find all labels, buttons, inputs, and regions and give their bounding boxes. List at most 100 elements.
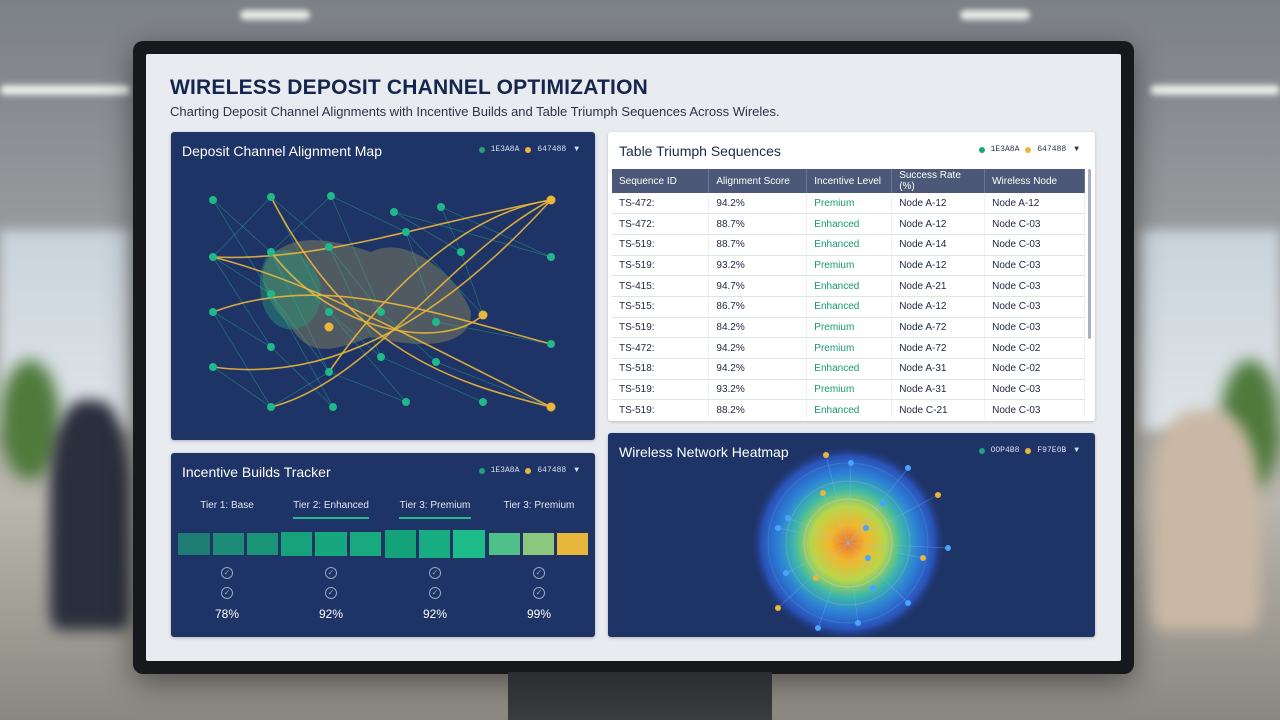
table-cell: TS-519: — [612, 317, 710, 339]
incentive-tracker-legend[interactable]: 1E3A8A 647488 ▼ — [478, 466, 579, 475]
network-node[interactable] — [267, 248, 275, 256]
network-node[interactable] — [324, 322, 334, 332]
network-node[interactable] — [209, 253, 217, 261]
table-row[interactable]: TS-472: 94.2% Premium Node A-12 Node A-12 — [612, 193, 1085, 215]
network-edge — [435, 321, 552, 345]
table-triumph-legend[interactable]: 1E3A8A 647488 ▼ — [978, 145, 1079, 154]
table-cell: Node A-72 — [891, 337, 986, 359]
tier-label: Tier 3: Premium — [399, 500, 471, 511]
table-row[interactable]: TS-518: 94.2% Enhanced Node A-31 Node C-02 — [612, 358, 1085, 380]
table-scrollbar[interactable] — [1088, 169, 1091, 339]
heatmap-node[interactable] — [820, 490, 826, 496]
column-header[interactable]: Success Rate (%) — [891, 169, 986, 193]
heatmap-link — [847, 542, 874, 589]
heatmap-node[interactable] — [848, 460, 854, 466]
network-node[interactable] — [478, 310, 488, 320]
network-node[interactable] — [267, 290, 275, 298]
heatmap-panel: Wireless Network Heatmap OOP4B8 F97E0B ▼ — [608, 433, 1095, 637]
heatmap-node[interactable] — [813, 575, 819, 581]
table-row[interactable]: TS-519: 93.2% Premium Node A-31 Node C-03 — [612, 379, 1085, 401]
network-node[interactable] — [546, 195, 556, 205]
table-row[interactable]: TS-519: 84.2% Premium Node A-72 Node C-03 — [612, 317, 1085, 339]
legend-dot-green — [978, 447, 985, 454]
column-header[interactable]: Wireless Node — [984, 169, 1085, 193]
alignment-network-graph — [209, 192, 556, 412]
network-node[interactable] — [547, 340, 555, 348]
heatmap-node[interactable] — [785, 515, 791, 521]
heatmap-node[interactable] — [783, 570, 789, 576]
heatmap-node[interactable] — [905, 600, 911, 606]
network-edge — [270, 251, 330, 313]
ceiling-light — [1150, 85, 1280, 95]
table-row[interactable]: TS-472: 88.7% Enhanced Node A-12 Node C-03 — [612, 213, 1085, 235]
table-cell: TS-472: — [612, 337, 710, 359]
heatmap-node[interactable] — [880, 500, 886, 506]
network-node[interactable] — [209, 308, 217, 316]
network-node[interactable] — [402, 398, 410, 406]
network-node[interactable] — [377, 308, 385, 316]
office-plant — [0, 360, 60, 480]
table-row[interactable]: TS-519: 93.2% Premium Node A-12 Node C-03 — [612, 255, 1085, 277]
network-node[interactable] — [329, 403, 337, 411]
heatmap-node[interactable] — [865, 555, 871, 561]
network-node[interactable] — [437, 203, 445, 211]
network-edge — [380, 311, 437, 363]
heatmap-node[interactable] — [945, 545, 951, 551]
network-node[interactable] — [390, 208, 398, 216]
cluster-blob — [259, 249, 321, 330]
table-row[interactable]: TS-515: 86.7% Enhanced Node A-12 Node C-03 — [612, 296, 1085, 318]
progress-segment — [523, 533, 554, 555]
network-node[interactable] — [457, 248, 465, 256]
heatmap-node[interactable] — [775, 605, 781, 611]
table-cell: Node C-03 — [984, 379, 1085, 401]
heatmap-link — [777, 542, 849, 609]
table-row[interactable]: TS-519: 88.2% Enhanced Node C-21 Node C-03 — [612, 399, 1085, 419]
network-node[interactable] — [546, 402, 556, 412]
heatmap-node[interactable] — [775, 525, 781, 531]
network-node[interactable] — [325, 308, 333, 316]
chevron-down-icon[interactable]: ▼ — [574, 466, 579, 475]
network-node[interactable] — [209, 196, 217, 204]
network-node[interactable] — [402, 228, 410, 236]
network-node[interactable] — [479, 398, 487, 406]
table-cell: Premium — [806, 255, 893, 277]
network-node[interactable] — [209, 363, 217, 371]
column-header[interactable]: Alignment Score — [708, 169, 808, 193]
table-row[interactable]: TS-472: 94.2% Premium Node A-72 Node C-02 — [612, 337, 1085, 359]
legend-label: 647488 — [537, 145, 567, 154]
heatmap-node[interactable] — [823, 452, 829, 458]
network-node[interactable] — [325, 243, 333, 251]
table-row[interactable]: TS-519: 88.7% Enhanced Node A-14 Node C-03 — [612, 234, 1085, 256]
network-node[interactable] — [267, 343, 275, 351]
network-edge — [330, 195, 407, 233]
heatmap-node[interactable] — [815, 625, 821, 631]
network-edge — [328, 246, 382, 358]
heatmap-node[interactable] — [870, 585, 876, 591]
network-node[interactable] — [267, 193, 275, 201]
chevron-down-icon[interactable]: ▼ — [1074, 145, 1079, 154]
network-node[interactable] — [325, 368, 333, 376]
heatmap-node[interactable] — [935, 492, 941, 498]
network-node[interactable] — [267, 403, 275, 411]
heatmap-node[interactable] — [855, 620, 861, 626]
table-row[interactable]: TS-415: 94.7% Enhanced Node A-21 Node C-03 — [612, 275, 1085, 297]
network-node[interactable] — [377, 353, 385, 361]
network-node[interactable] — [432, 358, 440, 366]
heatmap-node[interactable] — [905, 465, 911, 471]
table-cell: Premium — [806, 317, 893, 339]
alignment-map-legend[interactable]: 1E3A8A 647488 ▼ — [478, 145, 579, 154]
network-node[interactable] — [432, 318, 440, 326]
chevron-down-icon[interactable]: ▼ — [1074, 446, 1079, 455]
heatmap-link — [815, 542, 849, 579]
network-node[interactable] — [327, 192, 335, 200]
network-node[interactable] — [547, 253, 555, 261]
heatmap-legend[interactable]: OOP4B8 F97E0B ▼ — [978, 446, 1079, 455]
column-header[interactable]: Incentive Level — [806, 169, 893, 193]
heatmap-node[interactable] — [863, 525, 869, 531]
wireless-heatmap-graphic — [750, 445, 951, 637]
heatmap-node[interactable] — [833, 525, 839, 531]
heatmap-node[interactable] — [920, 555, 926, 561]
table-cell: Premium — [806, 193, 893, 215]
chevron-down-icon[interactable]: ▼ — [574, 145, 579, 154]
column-header[interactable]: Sequence ID — [612, 169, 710, 193]
